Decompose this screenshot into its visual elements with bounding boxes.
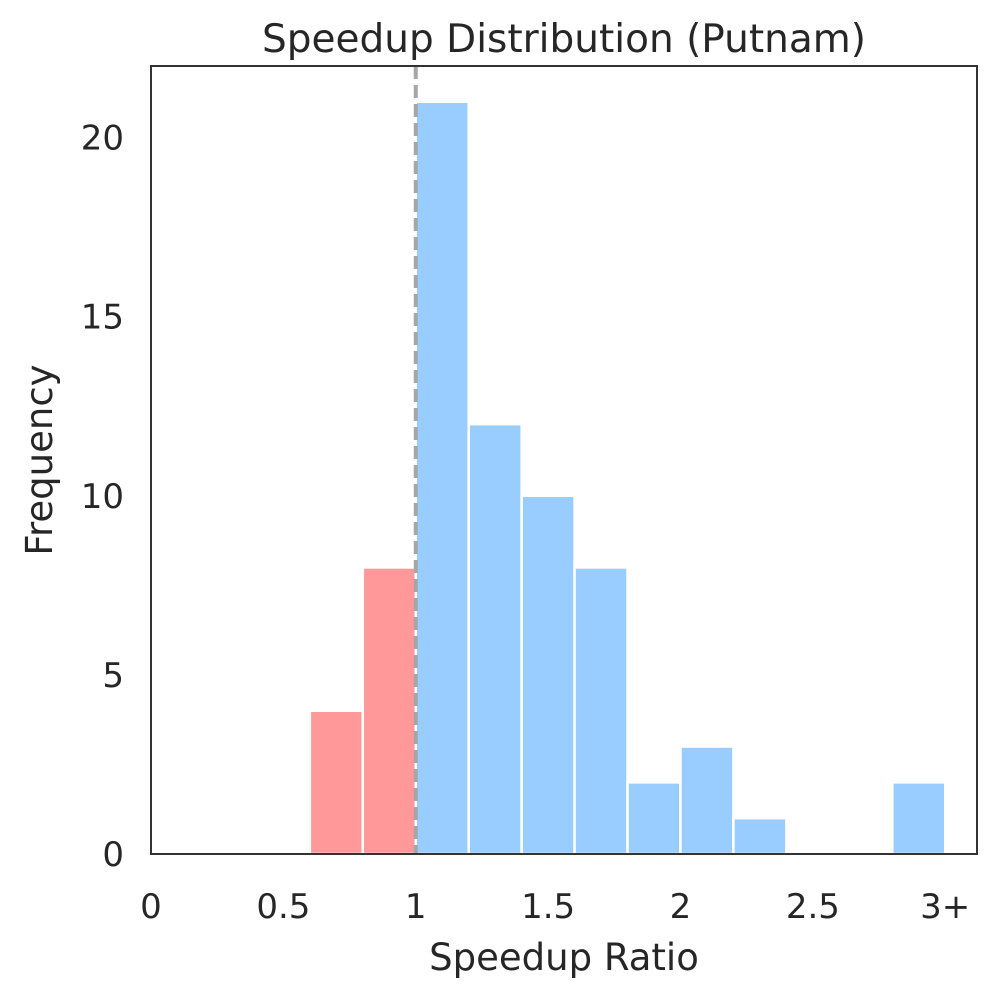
chart-title: Speedup Distribution (Putnam) [262,17,866,62]
y-tick-label: 5 [102,656,124,696]
plot-frame [150,65,978,855]
bar-0 [308,709,365,856]
y-tick-label: 15 [81,298,124,338]
bar-4 [520,494,576,856]
x-axis-label: Speedup Ratio [429,936,699,979]
x-tick-label: 2.5 [786,887,840,927]
bar-8 [732,816,788,856]
bar-5 [573,566,629,856]
bar-6 [626,781,682,856]
bars-group [308,100,947,856]
y-tick-label: 0 [102,835,124,875]
x-ticks: 0 0.5 1 1.5 2 2.5 3+ [140,887,970,927]
x-tick-label: 2 [670,887,692,927]
y-tick-label: 10 [81,477,124,517]
bar-1 [361,566,417,856]
x-tick-label: 3+ [920,887,970,927]
x-tick-label: 0.5 [256,887,310,927]
x-tick-label: 0 [140,887,162,927]
y-axis-label: Frequency [18,364,61,555]
bar-7 [679,745,735,856]
y-tick-label: 20 [81,119,124,159]
bar-9 [891,781,947,856]
bar-3 [467,422,523,856]
y-ticks: 0 5 10 15 20 [81,119,124,875]
x-tick-label: 1.5 [521,887,575,927]
bar-2 [414,100,470,856]
x-tick-label: 1 [405,887,427,927]
